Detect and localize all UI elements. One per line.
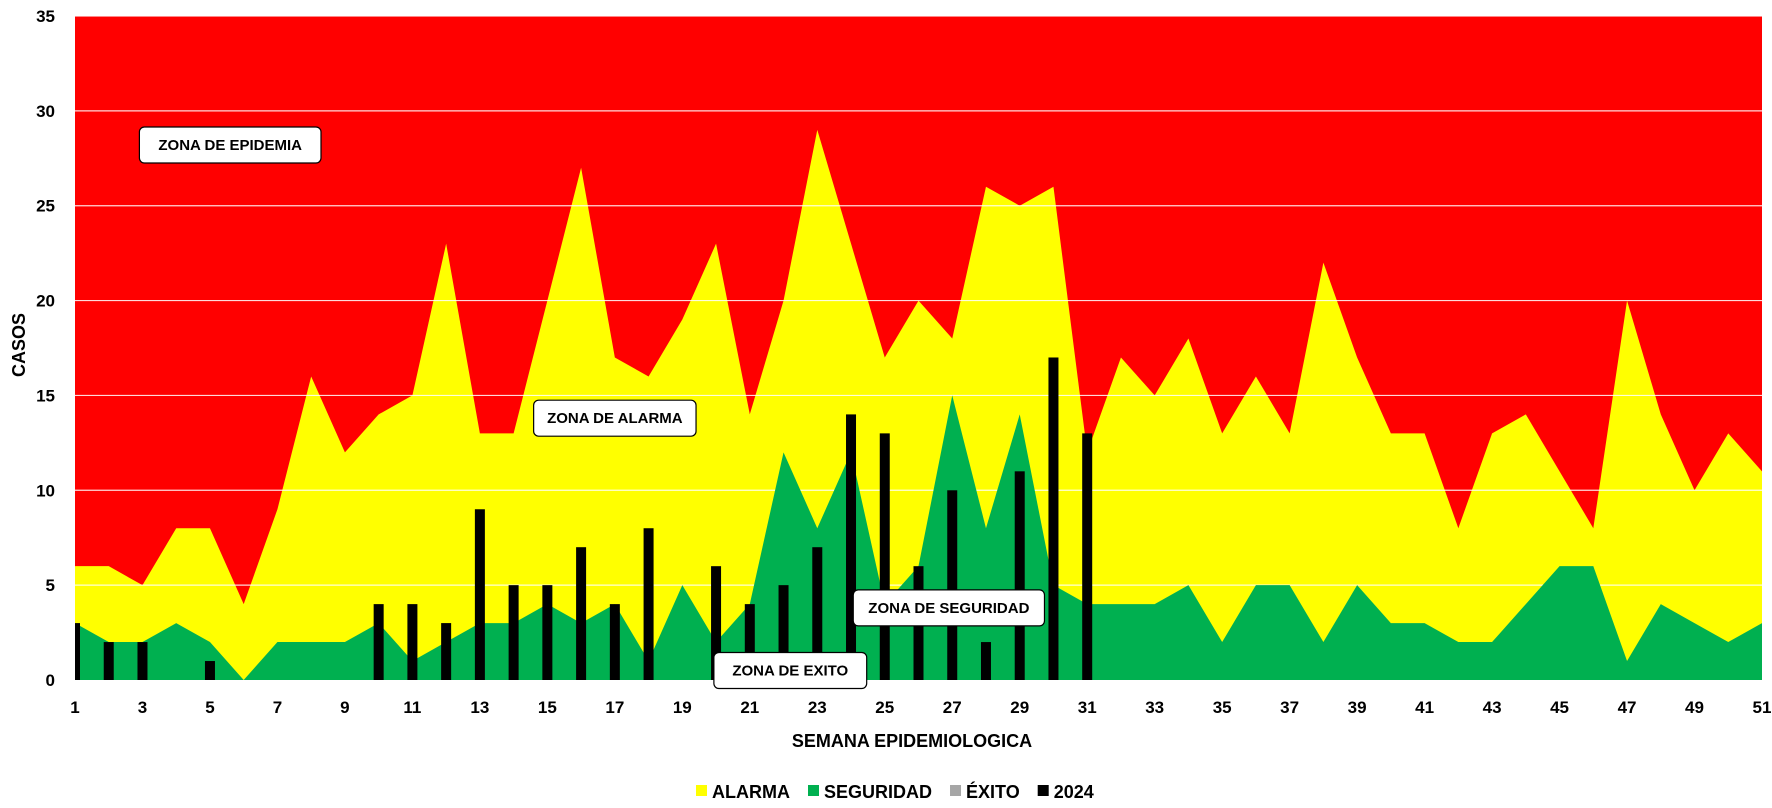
x-tick-label: 33 bbox=[1145, 698, 1164, 717]
x-tick-label: 11 bbox=[403, 698, 421, 717]
x-tick-label: 31 bbox=[1078, 698, 1097, 717]
x-tick-label: 5 bbox=[205, 698, 214, 717]
y-tick-label: 0 bbox=[46, 671, 55, 690]
bar-2024 bbox=[643, 528, 654, 680]
bar-2024 bbox=[879, 433, 890, 680]
bar-2024 bbox=[609, 604, 620, 680]
zone-label-box bbox=[713, 651, 868, 690]
bar-2024 bbox=[508, 585, 519, 680]
alarma-series bbox=[75, 129, 1762, 681]
legend-label: 2024 bbox=[1054, 782, 1094, 802]
legend: ALARMA SEGURIDAD ÉXITO 2024 bbox=[696, 781, 1094, 802]
x-tick-label: 7 bbox=[273, 698, 282, 717]
legend-swatch bbox=[1037, 785, 1049, 796]
x-tick-label: 25 bbox=[875, 698, 894, 717]
bar-2024 bbox=[474, 509, 485, 680]
bar-2024 bbox=[1048, 357, 1059, 680]
x-tick-label: 47 bbox=[1618, 698, 1637, 717]
y-axis-title: CASOS bbox=[9, 313, 29, 377]
bar-2024 bbox=[441, 623, 452, 680]
x-tick-label: 15 bbox=[538, 698, 557, 717]
bar-2024 bbox=[711, 566, 722, 680]
y-tick-label: 25 bbox=[36, 197, 55, 216]
zone-label: ZONA DE EPIDEMIA bbox=[158, 137, 302, 154]
x-tick-label: 19 bbox=[673, 698, 692, 717]
y-tick-label: 30 bbox=[36, 102, 55, 121]
x-tick-label: 1 bbox=[70, 698, 79, 717]
y-axis-ticks: 0 5 10 15 20 25 30 35 bbox=[36, 7, 55, 690]
y-tick-label: 5 bbox=[46, 576, 55, 595]
bar-2024 bbox=[103, 642, 114, 680]
bar-2024 bbox=[373, 604, 384, 680]
x-tick-label: 3 bbox=[138, 698, 147, 717]
legend-label: ALARMA bbox=[712, 782, 790, 802]
x-tick-label: 39 bbox=[1348, 698, 1367, 717]
zone-label: ZONA DE SEGURIDAD bbox=[868, 600, 1029, 617]
x-tick-label: 9 bbox=[340, 698, 349, 717]
legend-swatch bbox=[696, 785, 707, 796]
x-tick-label: 51 bbox=[1753, 698, 1772, 717]
bar-2024 bbox=[204, 661, 215, 680]
bar-2024 bbox=[846, 414, 857, 680]
bar-2024 bbox=[137, 642, 148, 680]
x-tick-label: 41 bbox=[1415, 698, 1434, 717]
bar-2024 bbox=[947, 490, 958, 680]
zone-annotations: ZONA DE EPIDEMIA ZONA DE ALARMA ZONA DE SE… bbox=[138, 126, 1046, 690]
zone-label: ZONA DE EXITO bbox=[732, 663, 848, 680]
x-tick-label: 45 bbox=[1550, 698, 1569, 717]
x-tick-label: 37 bbox=[1280, 698, 1299, 717]
x-tick-label: 13 bbox=[470, 698, 489, 717]
bar-2024 bbox=[812, 547, 823, 680]
bar-2024 bbox=[542, 585, 553, 680]
bar-2024 bbox=[1082, 433, 1093, 680]
legend-label: SEGURIDAD bbox=[824, 782, 932, 802]
y-tick-label: 20 bbox=[36, 292, 55, 311]
y-tick-label: 35 bbox=[36, 7, 55, 26]
x-tick-label: 49 bbox=[1685, 698, 1704, 717]
x-tick-label: 43 bbox=[1483, 698, 1502, 717]
legend-swatch bbox=[950, 785, 962, 796]
x-axis-ticks: 1 3 5 7 9 11 13 15 17 19 21 23 25 27 29 31 33 35 37 39 41 43 4… bbox=[70, 698, 1771, 717]
bar-2024 bbox=[1014, 471, 1025, 680]
y-tick-label: 10 bbox=[36, 481, 55, 500]
x-tick-label: 21 bbox=[740, 698, 759, 717]
x-tick-label: 29 bbox=[1010, 698, 1029, 717]
bar-2024 bbox=[980, 642, 991, 680]
zone-label-box bbox=[852, 589, 1046, 627]
x-axis-title: SEMANA EPIDEMIOLOGICA bbox=[792, 731, 1032, 751]
x-tick-label: 35 bbox=[1213, 698, 1232, 717]
bar-2024 bbox=[407, 604, 418, 680]
bar-2024 bbox=[744, 604, 755, 680]
zone-label-box bbox=[138, 126, 322, 164]
legend-label: ÉXITO bbox=[966, 781, 1020, 802]
x-tick-label: 17 bbox=[605, 698, 624, 717]
bar-2024 bbox=[75, 623, 80, 680]
gridlines bbox=[75, 15, 1762, 586]
zone-label: ZONA DE ALARMA bbox=[547, 410, 683, 427]
y-tick-label: 15 bbox=[36, 386, 55, 405]
legend-swatch bbox=[808, 785, 819, 796]
x-tick-label: 23 bbox=[808, 698, 827, 717]
bar-2024 bbox=[576, 547, 587, 680]
bar-2024 bbox=[778, 585, 789, 680]
alarma-area bbox=[75, 129, 1762, 681]
x-tick-label: 27 bbox=[943, 698, 962, 717]
zone-label-box bbox=[533, 399, 697, 437]
